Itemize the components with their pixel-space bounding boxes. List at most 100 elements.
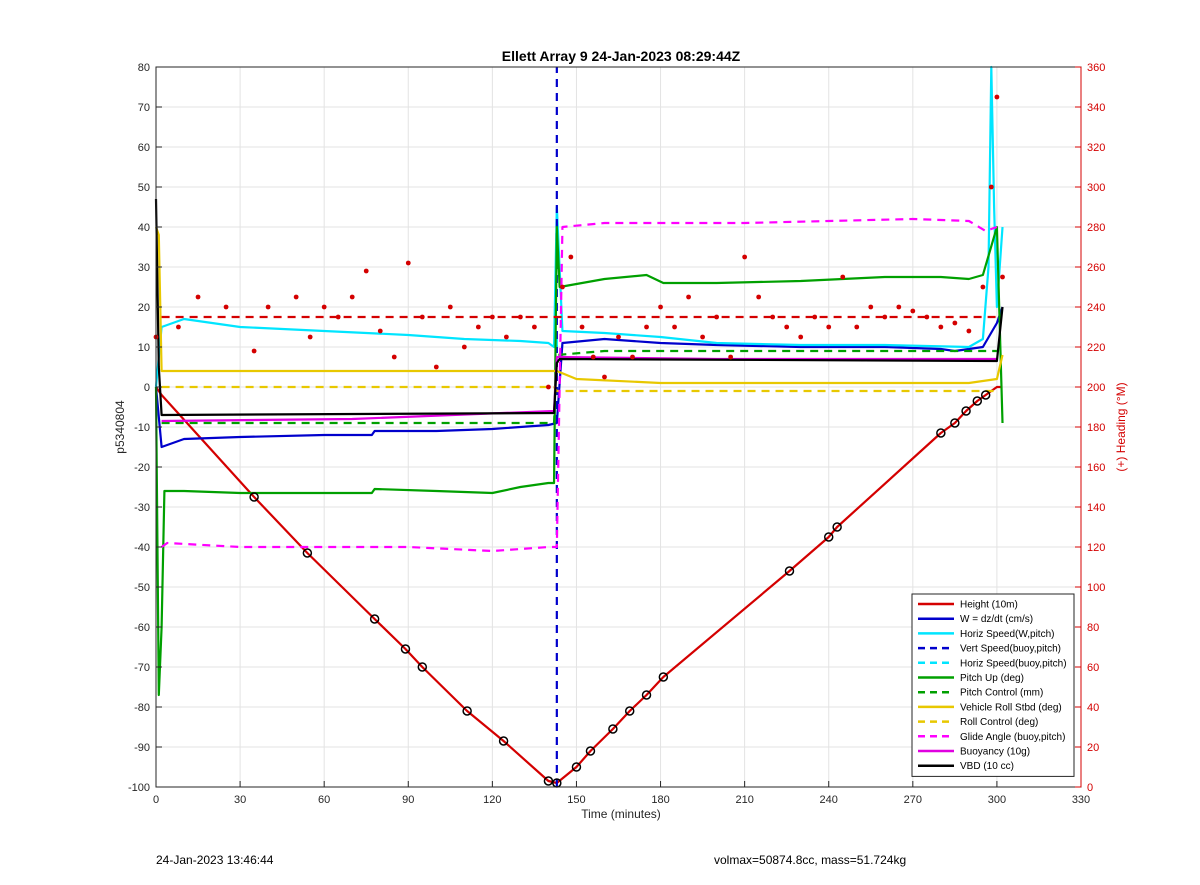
series-12-point bbox=[756, 294, 762, 300]
series-12-point bbox=[896, 304, 902, 310]
height-marker bbox=[400, 644, 411, 654]
legend-label: Vehicle Roll Stbd (deg) bbox=[960, 702, 1062, 713]
series-12-point bbox=[377, 328, 383, 334]
legend-label: Pitch Up (deg) bbox=[960, 673, 1024, 684]
y-right-tick-label: 260 bbox=[1087, 262, 1105, 274]
series-12-point bbox=[686, 294, 691, 300]
legend-label: Horiz Speed(buoy,pitch) bbox=[960, 658, 1067, 669]
series-12-point bbox=[826, 324, 832, 330]
y-right-tick-label: 300 bbox=[1087, 182, 1105, 194]
x-tick-label: 300 bbox=[988, 794, 1006, 806]
y-right-tick-label: 60 bbox=[1087, 662, 1099, 674]
series-12-point bbox=[223, 304, 229, 310]
height-marker bbox=[302, 548, 313, 558]
legend-label: Vert Speed(buoy,pitch) bbox=[960, 644, 1061, 655]
y-tick-label: 80 bbox=[138, 62, 150, 74]
height-marker bbox=[823, 532, 834, 542]
series-12-point bbox=[433, 364, 439, 370]
series-12-point bbox=[447, 304, 453, 310]
series-layer bbox=[153, 65, 1005, 788]
series-12-point bbox=[560, 284, 565, 290]
series-12-point bbox=[349, 294, 355, 300]
series-12-point bbox=[616, 334, 621, 340]
x-tick-label: 240 bbox=[820, 794, 838, 806]
y-right-tick-label: 0 bbox=[1087, 782, 1093, 794]
series-12-point bbox=[532, 324, 537, 330]
height-marker bbox=[641, 690, 652, 700]
series-12-point bbox=[868, 304, 874, 310]
y-tick-label: -10 bbox=[134, 422, 150, 434]
x-tick-label: 330 bbox=[1072, 794, 1090, 806]
legend-label: VBD (10 cc) bbox=[960, 761, 1014, 772]
series-12-point bbox=[489, 314, 495, 320]
series-12-point bbox=[1000, 274, 1005, 280]
series-12-point bbox=[980, 284, 986, 290]
height-marker bbox=[784, 566, 795, 576]
series-12-point bbox=[910, 308, 916, 314]
height-marker bbox=[950, 418, 960, 428]
x-tick-label: 270 bbox=[904, 794, 922, 806]
series-0-line bbox=[155, 385, 1003, 785]
series-12-point bbox=[517, 314, 523, 320]
y-right-tick-label: 100 bbox=[1087, 582, 1105, 594]
series-12-point bbox=[602, 374, 607, 380]
series-12-point bbox=[475, 324, 481, 330]
series-12-point bbox=[798, 334, 804, 340]
y-tick-label: -90 bbox=[134, 742, 150, 754]
series-12-point bbox=[293, 294, 299, 300]
legend-label: Horiz Speed(W,pitch) bbox=[960, 629, 1054, 640]
y-right-tick-label: 360 bbox=[1087, 62, 1105, 74]
y-right-tick-label: 180 bbox=[1087, 422, 1105, 434]
series-12-point bbox=[700, 334, 705, 340]
series-12-point bbox=[335, 314, 341, 320]
series-12-point bbox=[924, 314, 930, 320]
y-tick-label: -70 bbox=[134, 662, 150, 674]
y-tick-label: -60 bbox=[134, 622, 150, 634]
series-12-point bbox=[952, 320, 958, 326]
height-marker bbox=[462, 706, 472, 716]
y-right-tick-label: 120 bbox=[1087, 542, 1105, 554]
height-marker bbox=[980, 390, 991, 400]
series-12-point bbox=[568, 254, 574, 260]
height-marker bbox=[369, 614, 380, 624]
series-12-point bbox=[742, 254, 748, 260]
height-marker bbox=[585, 746, 596, 756]
y-tick-label: -20 bbox=[134, 462, 150, 474]
y-tick-label: -50 bbox=[134, 582, 150, 594]
y-tick-label: -100 bbox=[128, 782, 150, 794]
series-12-point bbox=[770, 314, 776, 320]
height-marker bbox=[832, 522, 842, 532]
ticks: 0 30 60 90 120 150 180 210 240 270 300 330-100-90-8… bbox=[128, 62, 1105, 806]
series-12-point bbox=[321, 304, 327, 310]
y-right-tick-label: 20 bbox=[1087, 742, 1099, 754]
y-right-tick-label: 280 bbox=[1087, 222, 1105, 234]
y-tick-label: 10 bbox=[138, 342, 150, 354]
y-tick-label: -40 bbox=[134, 542, 150, 554]
height-marker bbox=[624, 706, 635, 716]
x-axis-label: Time (minutes) bbox=[581, 807, 661, 821]
x-tick-label: 30 bbox=[234, 794, 246, 806]
height-marker bbox=[972, 396, 983, 406]
legend-label: W = dz/dt (cm/s) bbox=[960, 614, 1033, 625]
series-12-point bbox=[265, 304, 271, 310]
series-12-point bbox=[503, 334, 509, 340]
series-12-point bbox=[176, 324, 181, 330]
legend-label: Buoyancy (10g) bbox=[960, 747, 1030, 758]
series-12-point bbox=[672, 324, 677, 330]
height-marker bbox=[249, 492, 259, 502]
x-tick-label: 210 bbox=[735, 794, 753, 806]
series-12-point bbox=[938, 324, 944, 330]
y-tick-label: 40 bbox=[138, 222, 150, 234]
series-12-point bbox=[994, 94, 1000, 100]
legend-label: Pitch Control (mm) bbox=[960, 688, 1043, 699]
y-right-tick-label: 40 bbox=[1087, 702, 1099, 714]
y-axis-label: p5340804 bbox=[113, 400, 127, 454]
series-12-point bbox=[579, 324, 585, 330]
series-5-line bbox=[154, 225, 1004, 697]
series-12-point bbox=[405, 260, 411, 266]
series-12-point bbox=[988, 184, 994, 190]
legend-label: Roll Control (deg) bbox=[960, 717, 1038, 728]
y-tick-label: 50 bbox=[138, 182, 150, 194]
y-tick-label: 30 bbox=[138, 262, 150, 274]
